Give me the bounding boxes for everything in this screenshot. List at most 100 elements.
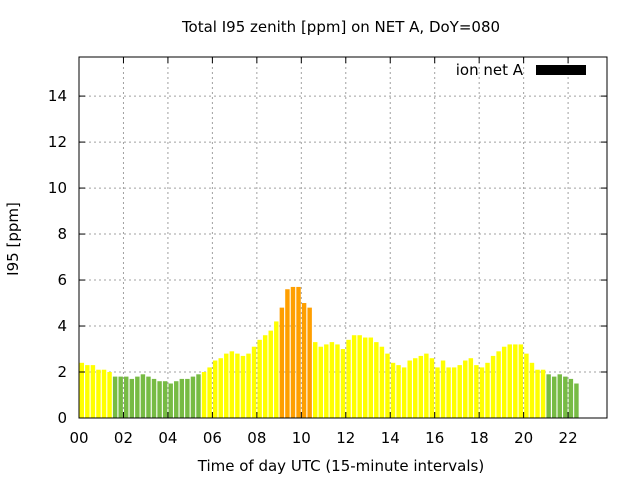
bar: [101, 369, 107, 418]
plot-frame: [78, 56, 608, 419]
bar: [385, 353, 390, 418]
bar: [374, 342, 379, 418]
y-tick-label: 6: [57, 271, 67, 289]
bar: [335, 344, 340, 418]
bar: [262, 335, 268, 418]
bar: [574, 383, 579, 418]
bar: [112, 376, 118, 418]
bar: [146, 376, 151, 418]
y-tick-label: 0: [57, 409, 67, 427]
bar: [118, 376, 123, 418]
bar: [551, 376, 557, 418]
y-tick-label: 8: [57, 225, 67, 243]
plot-border: [78, 56, 608, 419]
bar: [179, 378, 185, 418]
x-tick-label: 18: [470, 429, 489, 447]
bar: [229, 351, 235, 418]
bar: [507, 344, 512, 418]
bar: [124, 376, 129, 418]
bar: [340, 349, 346, 418]
bar: [329, 342, 335, 418]
bar: [401, 367, 407, 418]
x-tick-label: 02: [114, 429, 133, 447]
bar: [290, 286, 296, 418]
bar: [457, 365, 462, 418]
bar: [285, 289, 290, 418]
y-tick-label: 2: [57, 363, 67, 381]
bar: [451, 367, 457, 418]
bar: [535, 369, 540, 418]
bar: [257, 339, 262, 418]
bar: [157, 381, 162, 418]
bar: [496, 351, 501, 418]
bar: [96, 369, 101, 418]
bar: [424, 353, 429, 418]
bar: [212, 360, 218, 418]
bar: [529, 362, 535, 418]
bar: [301, 303, 307, 418]
bar: [151, 378, 157, 418]
bar: [490, 355, 496, 418]
bar: [435, 367, 440, 418]
bar: [407, 360, 412, 418]
legend-label: ion net A: [456, 61, 524, 79]
bar: [540, 369, 546, 418]
x-tick-label: 14: [381, 429, 400, 447]
x-tick-label: 06: [203, 429, 222, 447]
bar: [563, 376, 568, 418]
bar: [268, 330, 273, 418]
x-axis-label: Time of day UTC (15-minute intervals): [197, 457, 484, 475]
x-tick-label: 04: [158, 429, 177, 447]
bar: [190, 376, 196, 418]
gridlines: [79, 57, 607, 418]
bar: [474, 365, 479, 418]
bar: [518, 344, 524, 418]
x-tick-label: 20: [514, 429, 533, 447]
chart-title: Total I95 zenith [ppm] on NET A, DoY=080: [181, 18, 500, 36]
bar: [185, 378, 190, 418]
legend: ion net A: [456, 61, 586, 79]
bar: [446, 367, 451, 418]
bar: [368, 337, 374, 418]
bar: [485, 362, 490, 418]
bar: [568, 378, 574, 418]
bars: [79, 286, 579, 418]
bar: [140, 374, 146, 418]
y-tick-label: 14: [48, 87, 67, 105]
bar: [513, 344, 518, 418]
bar: [246, 353, 251, 418]
bar: [346, 339, 351, 418]
bar: [135, 376, 140, 418]
bar: [107, 372, 112, 418]
bar: [363, 337, 368, 418]
bar: [351, 335, 357, 418]
bar: [240, 355, 246, 418]
bar: [557, 374, 562, 418]
bar: [307, 307, 312, 418]
bar: [524, 353, 529, 418]
bar: [357, 335, 362, 418]
y-axis-label: I95 [ppm]: [4, 202, 22, 276]
bar: [201, 372, 207, 418]
bar: [79, 362, 85, 418]
y-axis: 0 2 4 6 8 10 12 14: [48, 87, 607, 427]
bar: [129, 378, 135, 418]
bar: [296, 286, 301, 418]
y-tick-label: 4: [57, 317, 67, 335]
bar: [468, 358, 474, 418]
bar: [429, 358, 435, 418]
bar: [324, 344, 329, 418]
x-tick-label: 10: [292, 429, 311, 447]
x-axis: 00 02 04 06 08 10 12 14 16 18 20 22: [69, 57, 578, 447]
bar: [312, 342, 318, 418]
bar: [418, 355, 424, 418]
bar: [440, 360, 446, 418]
bar: [218, 358, 223, 418]
y-tick-label: 12: [48, 133, 67, 151]
x-tick-label: 00: [69, 429, 88, 447]
bar: [379, 346, 385, 418]
bar: [235, 353, 240, 418]
bar: [90, 365, 96, 418]
x-tick-label: 16: [425, 429, 444, 447]
bar: [479, 367, 485, 418]
